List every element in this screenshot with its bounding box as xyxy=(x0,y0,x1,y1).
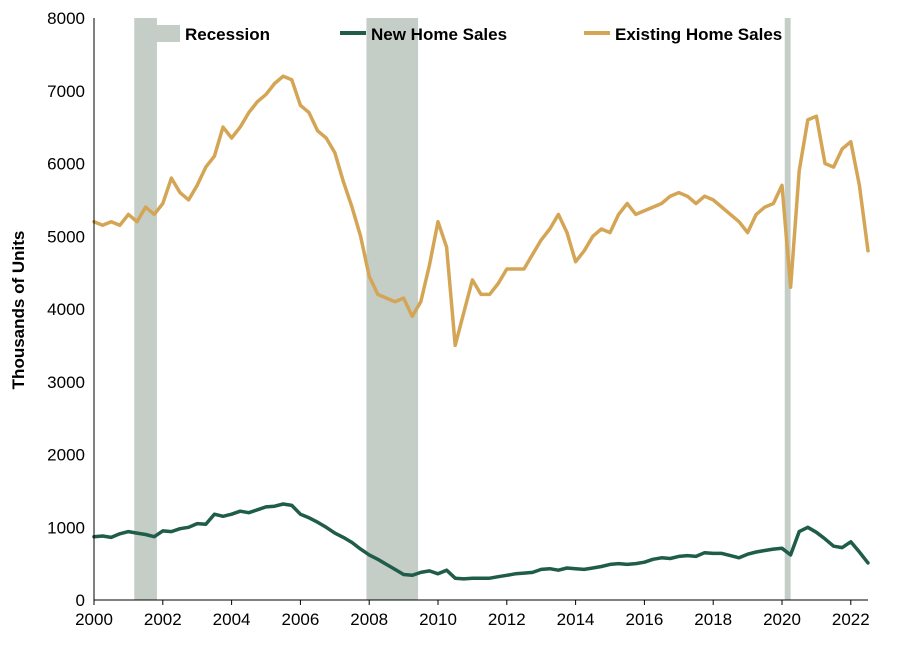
x-tick-label: 2010 xyxy=(419,610,457,629)
x-tick-label: 2016 xyxy=(625,610,663,629)
y-axis-title: Thousands of Units xyxy=(9,231,28,390)
x-tick-label: 2020 xyxy=(763,610,801,629)
x-tick-label: 2014 xyxy=(557,610,595,629)
y-tick-label: 4000 xyxy=(47,300,85,319)
axes xyxy=(93,18,868,601)
y-tick-label: 1000 xyxy=(47,518,85,537)
series-line-new-home-sales xyxy=(92,502,870,581)
y-tick-label: 8000 xyxy=(47,9,85,28)
legend-label-existing-home-sales: Existing Home Sales xyxy=(615,25,782,44)
y-tick-label: 6000 xyxy=(47,155,85,174)
y-tick-label: 5000 xyxy=(47,227,85,246)
x-tick-label: 2012 xyxy=(488,610,526,629)
x-tick-label: 2008 xyxy=(350,610,388,629)
x-tick-label: 2004 xyxy=(213,610,251,629)
y-tick-label: 3000 xyxy=(47,373,85,392)
recession-band-3 xyxy=(784,18,791,600)
x-tick-label: 2018 xyxy=(694,610,732,629)
y-tick-labels: 0 1000 2000 3000 4000 5000 6000 7000 8000 xyxy=(47,9,85,610)
legend: Recession New Home Sales Existing Home S… xyxy=(152,25,782,44)
x-tick-label: 2000 xyxy=(75,610,113,629)
y-tick-label: 0 xyxy=(76,591,85,610)
x-tick-label: 2022 xyxy=(832,610,870,629)
legend-label-new-home-sales: New Home Sales xyxy=(371,25,507,44)
series-lines xyxy=(92,74,870,581)
legend-label-recession: Recession xyxy=(185,25,270,44)
legend-swatch-recession xyxy=(152,25,180,42)
x-tick-labels: 2000 2002 2004 2006 2008 2010 2012 2014 2016 2018… xyxy=(75,600,870,629)
y-tick-label: 2000 xyxy=(47,446,85,465)
x-tick-label: 2006 xyxy=(281,610,319,629)
recession-band-1 xyxy=(134,18,157,600)
series-line-existing-home-sales xyxy=(92,74,870,348)
x-tick-label: 2002 xyxy=(144,610,182,629)
y-tick-label: 7000 xyxy=(47,82,85,101)
